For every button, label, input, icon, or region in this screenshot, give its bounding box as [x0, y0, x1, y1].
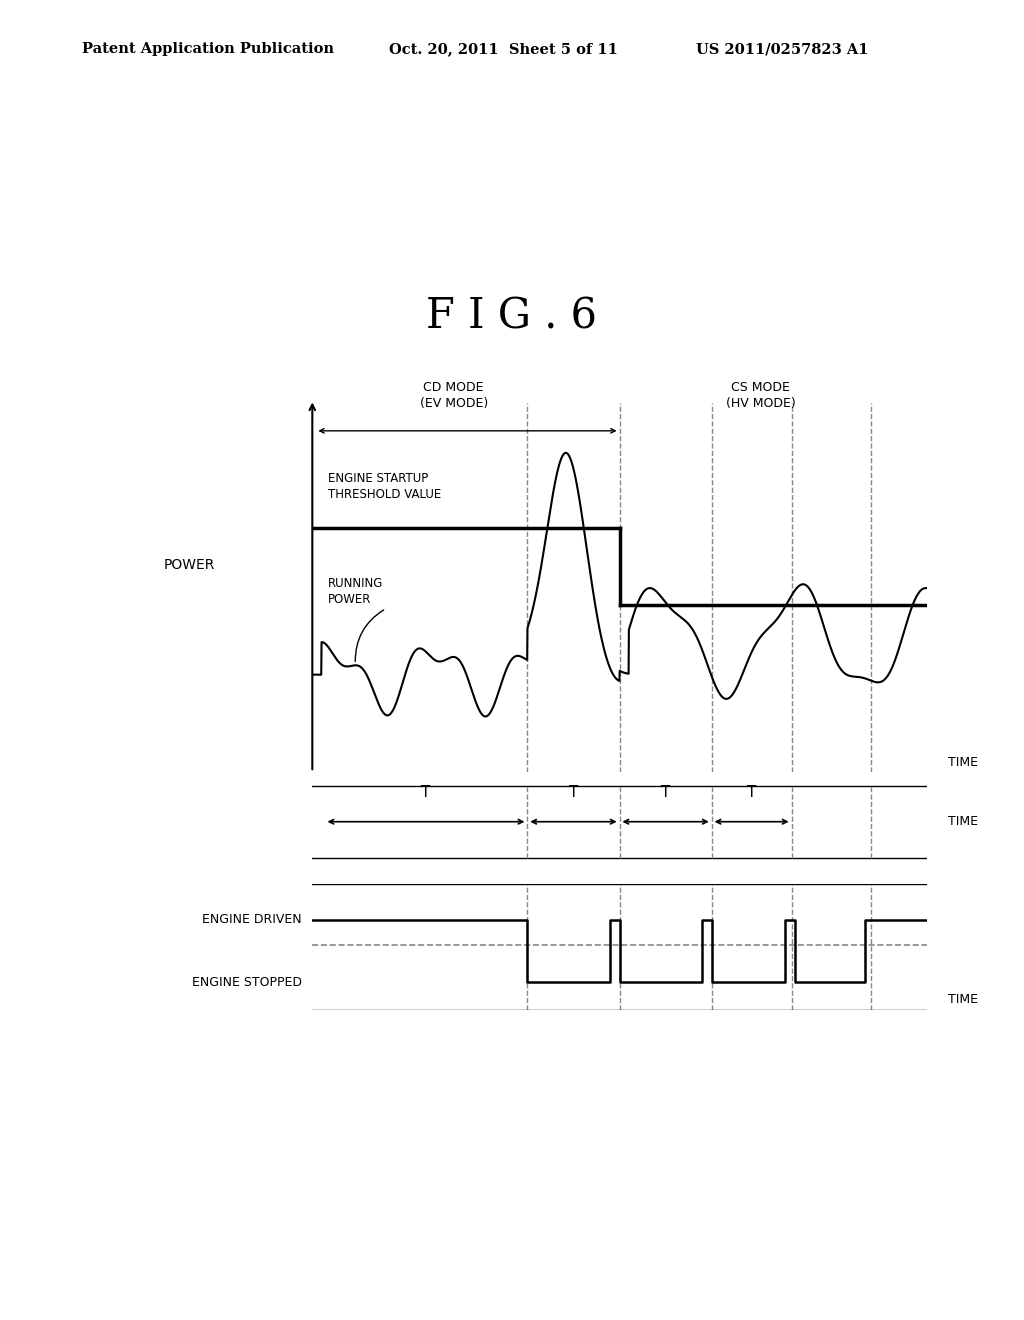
Text: T: T — [568, 785, 579, 800]
Text: ENGINE STOPPED: ENGINE STOPPED — [193, 975, 302, 989]
Text: Patent Application Publication: Patent Application Publication — [82, 42, 334, 57]
Text: T: T — [660, 785, 671, 800]
Text: TIME: TIME — [948, 993, 978, 1006]
Text: POWER: POWER — [164, 558, 215, 573]
Text: Oct. 20, 2011  Sheet 5 of 11: Oct. 20, 2011 Sheet 5 of 11 — [389, 42, 618, 57]
Text: CD MODE
(EV MODE): CD MODE (EV MODE) — [420, 381, 487, 411]
Text: TIME: TIME — [948, 816, 978, 828]
Text: T: T — [421, 785, 431, 800]
Text: ENGINE DRIVEN: ENGINE DRIVEN — [203, 913, 302, 927]
Text: F I G . 6: F I G . 6 — [427, 296, 597, 338]
Text: TIME: TIME — [948, 756, 978, 768]
Text: ENGINE STARTUP
THRESHOLD VALUE: ENGINE STARTUP THRESHOLD VALUE — [328, 471, 441, 500]
Text: T: T — [746, 785, 757, 800]
Text: CS MODE
(HV MODE): CS MODE (HV MODE) — [726, 381, 796, 411]
Text: US 2011/0257823 A1: US 2011/0257823 A1 — [696, 42, 868, 57]
Text: RUNNING
POWER: RUNNING POWER — [328, 577, 383, 606]
